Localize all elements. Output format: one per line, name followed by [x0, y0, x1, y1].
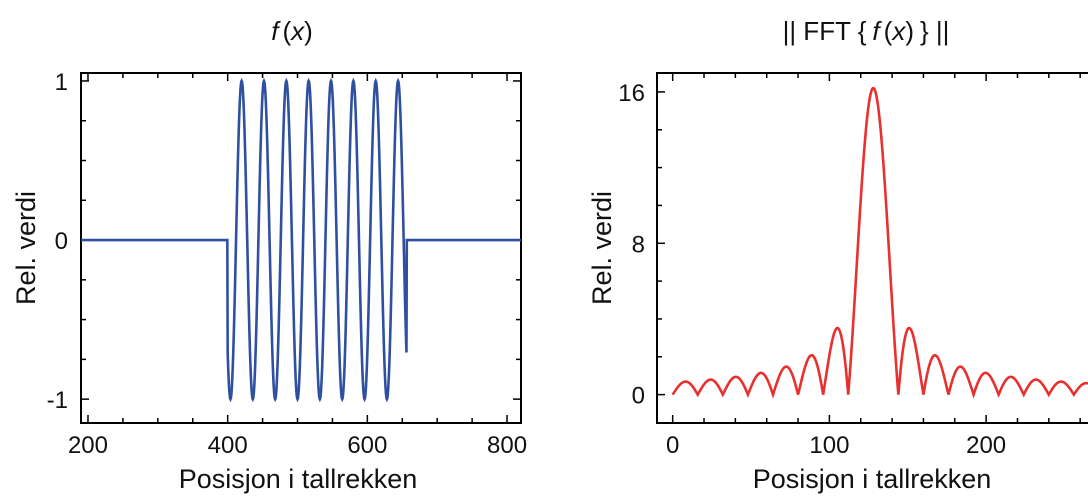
left-title-arg: x [289, 16, 305, 46]
left-chart-title: f (x) [271, 16, 313, 46]
left-x-tick-label: 400 [208, 432, 248, 459]
left-y-tick-labels: 1 0 -1 [47, 69, 68, 414]
right-ticks [657, 73, 1081, 423]
left-y-axis-label: Rel. verdi [11, 191, 41, 305]
left-x-axis-label: Posisjon i tallrekken [179, 464, 418, 494]
right-x-tick-label: 200 [966, 432, 1006, 459]
right-x-axis-label: Posisjon i tallrekken [753, 464, 992, 494]
left-y-tick-label: 0 [55, 228, 68, 255]
left-y-tick-label: -1 [47, 387, 68, 414]
right-x-tick-label: 0 [666, 432, 679, 459]
left-x-tick-label: 800 [487, 432, 527, 459]
right-chart-title: || FFT {f (x)} || [783, 16, 950, 46]
left-series-line [81, 77, 521, 403]
right-x-tick-label: 100 [809, 432, 849, 459]
left-y-tick-label: 1 [55, 69, 68, 96]
chart-left: f (x) 200 400 600 800 1 0 -1 Posisjon i t… [11, 16, 527, 494]
right-x-tick-labels: 0 100 200 [666, 432, 1006, 459]
right-y-tick-label: 16 [618, 80, 645, 107]
chart-right: || FFT {f (x)} || 0 100 200 16 8 0 Posisj… [587, 16, 1088, 494]
right-title-fn: f [872, 16, 882, 46]
right-series-line [671, 86, 1088, 399]
right-y-axis-label: Rel. verdi [587, 191, 617, 305]
left-x-tick-labels: 200 400 600 800 [68, 432, 527, 459]
right-plot-frame [656, 72, 1088, 424]
left-title-fn: f [271, 16, 281, 46]
right-title-arg: x [890, 16, 906, 46]
left-x-tick-label: 200 [68, 432, 108, 459]
right-title-prefix: || FFT { [783, 16, 867, 46]
left-plot-frame [80, 72, 522, 424]
right-title-suffix: } || [920, 16, 949, 46]
right-y-tick-labels: 16 8 0 [618, 80, 645, 410]
right-y-tick-label: 8 [632, 231, 645, 258]
left-ticks [81, 73, 521, 423]
right-y-tick-label: 0 [632, 383, 645, 410]
left-x-tick-label: 600 [347, 432, 387, 459]
